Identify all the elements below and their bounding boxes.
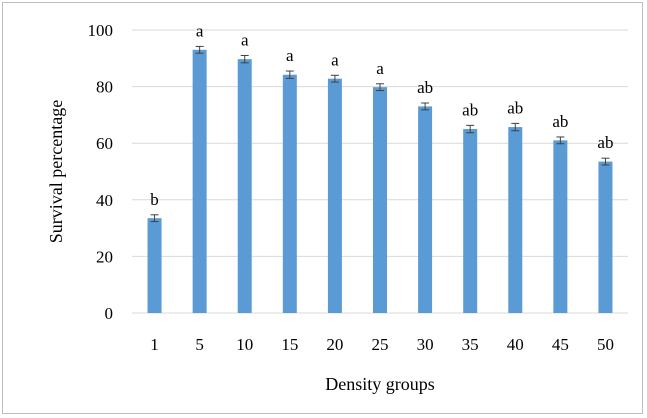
- significance-label: ab: [552, 112, 568, 131]
- significance-label: b: [150, 190, 159, 209]
- significance-label: a: [331, 50, 339, 69]
- x-tick-label: 45: [552, 335, 569, 354]
- bar: [418, 106, 432, 313]
- bar: [598, 162, 612, 313]
- x-tick-label: 20: [326, 335, 343, 354]
- x-tick-label: 40: [507, 335, 524, 354]
- x-tick-label: 5: [195, 335, 204, 354]
- y-tick-label: 100: [88, 21, 114, 40]
- significance-label: a: [241, 30, 249, 49]
- bar: [553, 140, 567, 313]
- bar: [328, 79, 342, 313]
- x-tick-label: 30: [417, 335, 434, 354]
- significance-label: ab: [507, 98, 523, 117]
- y-tick-label: 80: [96, 78, 113, 97]
- x-tick-label: 1: [150, 335, 159, 354]
- x-tick-label: 50: [597, 335, 614, 354]
- x-tick-labels: 1 5 10 15 20 25 30 35 40 45 50: [150, 335, 614, 354]
- y-tick-label: 20: [96, 247, 113, 266]
- y-axis-title: Survival percentage: [46, 100, 66, 243]
- x-tick-label: 10: [236, 335, 253, 354]
- bar: [508, 127, 522, 313]
- y-tick-label: 0: [105, 304, 114, 323]
- significance-label: ab: [462, 100, 478, 119]
- x-tick-label: 35: [462, 335, 479, 354]
- bar: [148, 218, 162, 313]
- y-tick-label: 60: [96, 134, 113, 153]
- significance-label: a: [286, 46, 294, 65]
- x-axis-title: Density groups: [325, 374, 435, 394]
- x-tick-label: 15: [281, 335, 298, 354]
- bar: [283, 75, 297, 313]
- bar: [463, 129, 477, 313]
- significance-label: a: [196, 21, 204, 40]
- bar: [238, 59, 252, 313]
- y-tick-label: 40: [96, 191, 113, 210]
- bar: [193, 50, 207, 313]
- y-tick-labels: 0 20 40 60 80 100: [88, 21, 114, 323]
- significance-label: ab: [417, 78, 433, 97]
- significance-label: a: [376, 59, 384, 78]
- x-tick-label: 25: [372, 335, 389, 354]
- significance-label: ab: [597, 133, 613, 152]
- bar: [373, 87, 387, 313]
